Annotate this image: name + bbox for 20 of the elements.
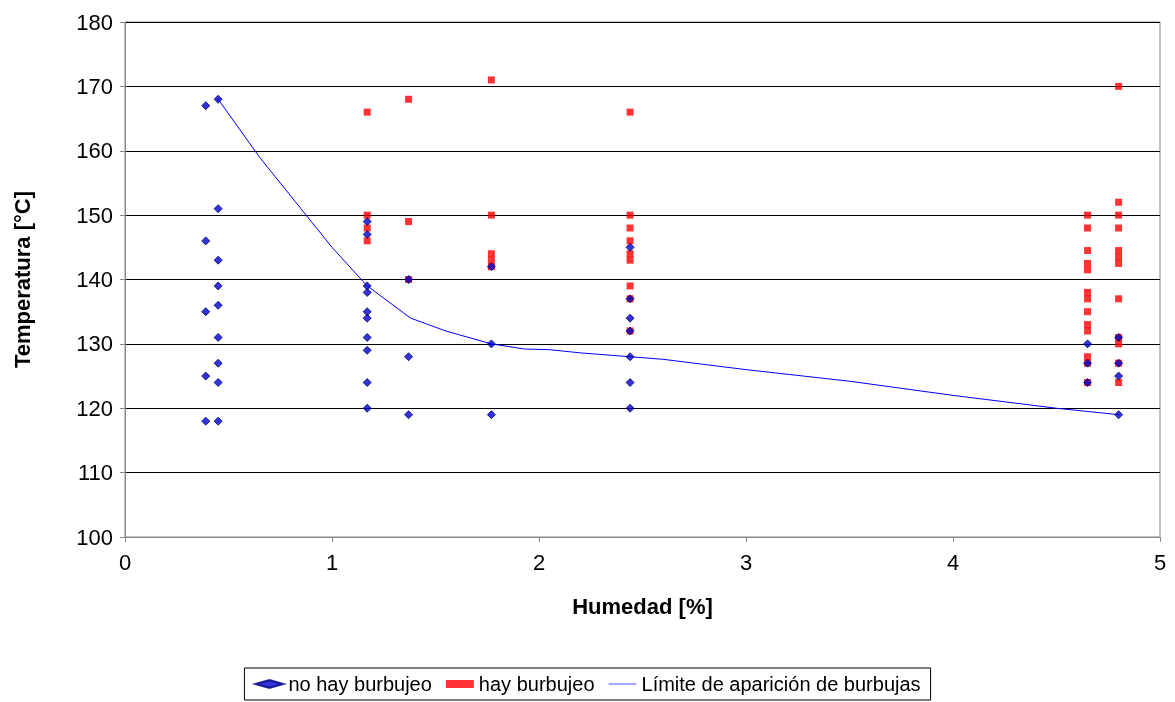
y-tick-label: 130 <box>76 331 113 357</box>
x-tick-label: 4 <box>946 549 960 575</box>
legend-label: no hay burbujeo <box>288 673 432 695</box>
legend-label: Límite de aparición de burbujas <box>641 673 921 695</box>
y-tick-label: 150 <box>76 202 113 228</box>
legend-label: hay burbujeo <box>478 673 595 695</box>
y-tick-label: 160 <box>76 138 113 164</box>
x-tick-label: 2 <box>532 549 546 575</box>
x-axis-title: Humedad [%] <box>572 593 713 619</box>
y-tick-label: 120 <box>76 395 113 421</box>
y-tick-label: 180 <box>76 9 113 35</box>
x-tick-label: 0 <box>118 549 132 575</box>
x-tick-label: 1 <box>325 549 339 575</box>
y-tick-label: 170 <box>76 73 113 99</box>
x-tick-label: 5 <box>1153 549 1167 575</box>
y-tick-label: 100 <box>76 524 113 550</box>
x-tick-label: 3 <box>739 549 753 575</box>
y-axis-title: Temperatura [°C] <box>9 190 35 369</box>
y-tick-label: 140 <box>76 267 113 292</box>
y-tick-label: 110 <box>77 460 113 486</box>
